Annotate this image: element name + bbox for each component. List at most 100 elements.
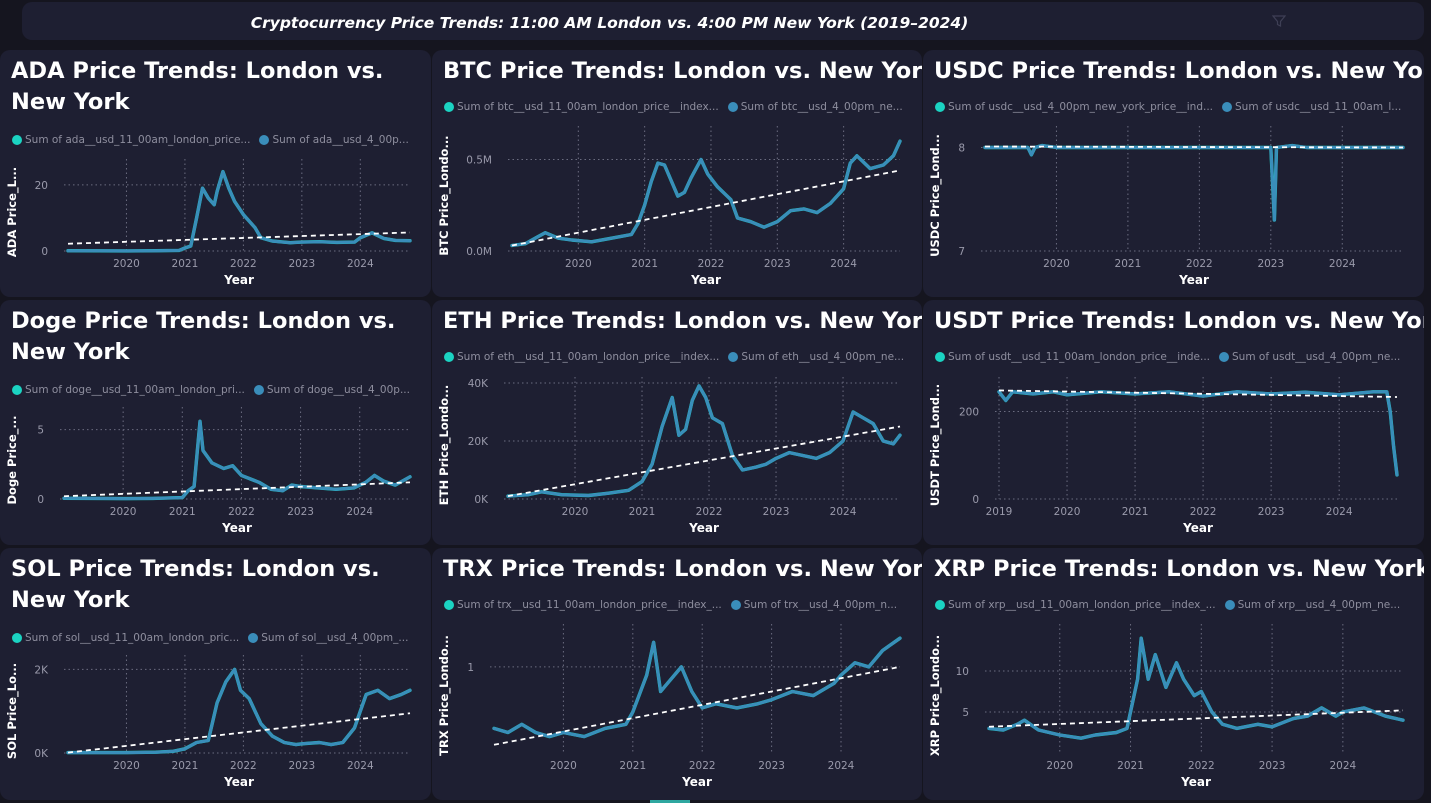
x-axis-title: Year	[223, 775, 254, 789]
x-tick-label: 2024	[347, 760, 374, 772]
legend-item-london[interactable]: Sum of doge__usd_11_00am_london_pri...	[12, 384, 245, 396]
legend-item-newyork[interactable]: Sum of sol__usd_4_00pm_...	[248, 632, 408, 644]
legend-item-newyork[interactable]: Sum of ada__usd_4_00p...	[259, 134, 409, 146]
legend-item-london[interactable]: Sum of trx__usd_11_00am_london_price__in…	[444, 599, 722, 611]
x-tick-label: 2020	[113, 760, 140, 772]
legend-label: Sum of btc__usd_11_00am_london_price__in…	[457, 101, 719, 113]
trend-line	[507, 425, 901, 497]
panel-ada[interactable]: ADA Price Trends: London vs. New York Su…	[0, 50, 431, 297]
legend-item-newyork[interactable]: Sum of trx__usd_4_00pm_n...	[730, 599, 897, 611]
legend-marker	[12, 385, 22, 395]
x-tick-label: 2021	[1122, 506, 1149, 518]
x-tick-label: 2021	[1115, 258, 1142, 270]
y-tick-label: 8	[958, 143, 965, 155]
x-tick-label: 2024	[346, 506, 373, 518]
legend: Sum of xrp__usd_11_00am_london_price__in…	[935, 597, 1409, 613]
panel-eth[interactable]: ETH Price Trends: London vs. New York Su…	[432, 300, 922, 545]
series-line-newyork	[62, 419, 412, 501]
y-tick-label: 5	[37, 425, 44, 437]
x-tick-label: 2022	[228, 506, 255, 518]
x-axis-title: Year	[223, 273, 254, 287]
legend-item-newyork[interactable]: Sum of usdt__usd_4_00pm_ne...	[1219, 351, 1400, 363]
y-tick-label: 0	[41, 246, 48, 258]
y-axis-title: USDC Price_Lond...	[928, 134, 943, 257]
x-axis-title: Year	[688, 521, 719, 535]
x-tick-label: 2020	[113, 258, 140, 270]
legend-item-newyork[interactable]: Sum of eth__usd_4_00pm_ne...	[728, 351, 904, 363]
panel-btc[interactable]: BTC Price Trends: London vs. New York Su…	[432, 50, 922, 297]
legend-label: Sum of sol__usd_4_00pm_...	[261, 632, 409, 644]
panel-usdt[interactable]: USDT Price Trends: London vs. New York S…	[923, 300, 1424, 545]
legend: Sum of usdc__usd_4_00pm_new_york_price__…	[935, 99, 1410, 115]
panel-trx[interactable]: TRX Price Trends: London vs. New York Su…	[432, 548, 922, 800]
y-tick-label: 0.0M	[466, 246, 492, 258]
x-tick-label: 2023	[1257, 258, 1284, 270]
legend-label: Sum of sol__usd_11_00am_london_pric...	[25, 632, 240, 644]
y-tick-label: 0K	[474, 494, 489, 506]
legend: Sum of ada__usd_11_00am_london_price... …	[12, 132, 418, 148]
legend-item-london[interactable]: Sum of xrp__usd_11_00am_london_price__in…	[935, 599, 1216, 611]
y-axis-title: USDT Price_Lond...	[928, 384, 943, 506]
legend-item-london[interactable]: Sum of eth__usd_11_00am_london_price__in…	[444, 351, 719, 363]
legend-label: Sum of eth__usd_11_00am_london_price__in…	[457, 351, 720, 363]
trend-line	[67, 231, 411, 245]
x-tick-label: 2023	[764, 258, 791, 270]
trend-line	[511, 169, 901, 247]
page-title: Cryptocurrency Price Trends: 11:00 AM Lo…	[250, 14, 969, 32]
x-tick-label: 2024	[1329, 258, 1356, 270]
x-tick-label: 2021	[172, 760, 199, 772]
legend-marker	[728, 352, 739, 362]
legend-item-newyork[interactable]: Sum of xrp__usd_4_00pm_ne...	[1224, 599, 1400, 611]
chart-title: USDT Price Trends: London vs. New York	[934, 308, 1424, 334]
x-tick-label: 2020	[562, 506, 589, 518]
panel-usdc[interactable]: USDC Price Trends: London vs. New York S…	[923, 50, 1424, 297]
x-tick-label: 2023	[1259, 760, 1286, 772]
legend-marker	[444, 352, 454, 362]
legend-item-london[interactable]: Sum of usdt__usd_11_00am_london_price__i…	[935, 351, 1210, 363]
x-tick-label: 2022	[1186, 258, 1213, 270]
x-tick-label: 2021	[169, 506, 196, 518]
trend-line	[984, 145, 1404, 149]
legend-item-newyork[interactable]: Sum of doge__usd_4_00p...	[253, 384, 410, 396]
legend-item-london[interactable]: Sum of sol__usd_11_00am_london_pric...	[12, 632, 239, 644]
page-tab-indicator[interactable]	[650, 800, 690, 803]
x-axis-title: Year	[681, 775, 712, 789]
line-chart-usdt: 2019 2020 2021 2022 2023 2024 0 200 Year USDT Pri…	[928, 377, 1399, 535]
legend: Sum of sol__usd_11_00am_london_pric... S…	[12, 630, 417, 646]
chart-title: TRX Price Trends: London vs. New York	[443, 556, 922, 582]
chart-title: XRP Price Trends: London vs. New York	[934, 556, 1424, 582]
panel-xrp[interactable]: XRP Price Trends: London vs. New York Su…	[923, 548, 1424, 800]
line-chart-trx: 2020 2021 2022 2023 2024 1 Year TRX Price_Londo…	[437, 624, 902, 789]
x-tick-label: 2023	[758, 760, 785, 772]
legend-item-newyork[interactable]: Sum of btc__usd_4_00pm_ne...	[727, 101, 903, 113]
line-chart-sol: 2020 2021 2022 2023 2024 0K 2K Year SOL Price_Lo…	[5, 655, 412, 789]
legend-label: Sum of usdc__usd_11_00am_l...	[1235, 101, 1402, 113]
legend-item-london[interactable]: Sum of btc__usd_11_00am_london_price__in…	[444, 101, 719, 113]
legend-label: Sum of usdc__usd_4_00pm_new_york_price__…	[948, 101, 1214, 113]
y-tick-label: 0K	[34, 748, 49, 760]
series-line-newyork	[492, 636, 902, 739]
legend-item-newyork[interactable]: Sum of usdc__usd_4_00pm_new_york_price__…	[935, 101, 1213, 113]
panel-sol[interactable]: SOL Price Trends: London vs. New York Su…	[0, 548, 431, 800]
filter-icon[interactable]	[1272, 14, 1286, 28]
trend-line	[988, 709, 1404, 728]
legend-marker	[730, 600, 741, 610]
series-line-newyork	[983, 144, 1405, 222]
x-tick-label: 2021	[629, 506, 656, 518]
x-axis-title: Year	[1178, 273, 1209, 287]
y-tick-label: 0.5M	[466, 154, 492, 166]
x-axis-title: Year	[690, 273, 721, 287]
y-tick-label: 20	[35, 180, 48, 192]
legend-item-london[interactable]: Sum of ada__usd_11_00am_london_price...	[12, 134, 250, 146]
legend-marker	[259, 135, 270, 145]
legend-label: Sum of xrp__usd_11_00am_london_price__in…	[948, 599, 1216, 611]
series-line-london	[510, 139, 902, 248]
x-tick-label: 2024	[1329, 760, 1356, 772]
legend-marker	[1224, 600, 1235, 610]
series-line-newyork	[66, 170, 412, 253]
x-tick-label: 2022	[1190, 506, 1217, 518]
panel-doge[interactable]: Doge Price Trends: London vs. New York S…	[0, 300, 431, 545]
x-tick-label: 2020	[1046, 760, 1073, 772]
legend-item-london[interactable]: Sum of usdc__usd_11_00am_l...	[1222, 101, 1401, 113]
legend-marker	[935, 352, 945, 362]
